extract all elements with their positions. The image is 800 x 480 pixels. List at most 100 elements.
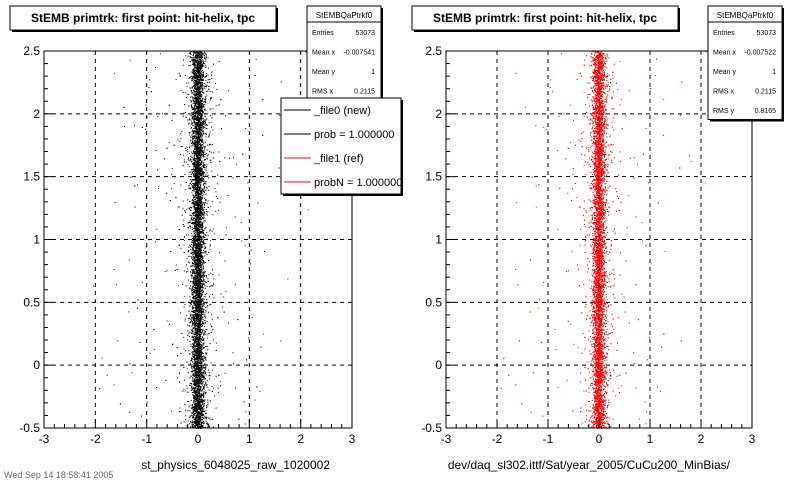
scatter-point xyxy=(193,53,195,55)
scatter-point xyxy=(187,158,189,160)
scatter-point xyxy=(240,222,242,224)
scatter-point xyxy=(194,380,196,382)
scatter-point xyxy=(193,333,195,335)
scatter-point xyxy=(193,421,195,423)
scatter-point xyxy=(202,371,204,373)
scatter-point xyxy=(201,309,202,311)
scatter-point xyxy=(211,78,213,79)
scatter-point xyxy=(213,387,214,389)
scatter-point xyxy=(203,394,205,396)
scatter-point xyxy=(193,60,195,62)
scatter-point xyxy=(194,109,196,111)
scatter-point xyxy=(191,308,193,310)
scatter-point xyxy=(199,304,201,306)
scatter-point xyxy=(202,331,203,333)
scatter-point xyxy=(198,116,200,118)
scatter-point xyxy=(186,268,188,270)
scatter-point xyxy=(158,185,160,187)
scatter-point xyxy=(174,270,176,271)
scatter-point xyxy=(201,404,203,406)
scatter-point xyxy=(191,136,193,138)
scatter-point xyxy=(190,420,191,422)
scatter-point xyxy=(191,252,193,254)
scatter-point xyxy=(224,115,226,117)
scatter-point xyxy=(203,352,205,354)
scatter-point xyxy=(198,329,200,330)
scatter-point xyxy=(196,223,198,225)
scatter-point xyxy=(198,175,200,177)
scatter-point xyxy=(187,324,188,326)
scatter-point xyxy=(209,131,211,133)
scatter-point xyxy=(199,248,200,250)
scatter-point xyxy=(194,219,196,221)
scatter-point xyxy=(199,365,201,367)
scatter-point xyxy=(190,288,192,290)
scatter-point xyxy=(199,263,201,265)
scatter-point xyxy=(182,64,184,66)
scatter-point xyxy=(196,106,198,108)
scatter-point xyxy=(199,139,201,141)
scatter-point xyxy=(192,321,193,322)
scatter-point xyxy=(197,381,199,383)
scatter-point xyxy=(206,144,208,146)
scatter-point xyxy=(190,96,192,98)
scatter-point xyxy=(200,225,202,227)
scatter-point xyxy=(200,388,202,390)
scatter-point xyxy=(207,211,209,213)
scatter-point xyxy=(161,113,163,114)
scatter-point xyxy=(199,72,201,74)
scatter-point xyxy=(202,404,204,406)
scatter-point xyxy=(199,201,201,203)
scatter-point xyxy=(187,410,189,412)
scatter-point xyxy=(205,353,207,355)
scatter-point xyxy=(209,304,211,306)
scatter-point xyxy=(199,200,201,202)
scatter-point xyxy=(154,241,156,243)
scatter-point xyxy=(196,419,198,421)
scatter-point xyxy=(202,131,204,133)
scatter-point xyxy=(198,412,200,414)
scatter-point xyxy=(194,410,196,412)
scatter-point xyxy=(202,83,204,85)
scatter-point xyxy=(198,220,199,222)
scatter-point xyxy=(192,99,194,101)
scatter-point xyxy=(202,416,204,418)
scatter-point xyxy=(197,124,199,126)
scatter-point xyxy=(195,86,197,88)
scatter-point xyxy=(129,363,131,365)
scatter-point xyxy=(197,313,199,315)
scatter-point xyxy=(203,387,205,388)
scatter-point xyxy=(192,219,194,221)
scatter-point xyxy=(201,317,203,319)
scatter-point xyxy=(203,98,205,100)
scatter-point xyxy=(232,352,234,354)
scatter-point xyxy=(197,165,199,167)
scatter-point xyxy=(187,339,189,341)
scatter-point xyxy=(193,52,195,54)
scatter-point xyxy=(192,415,194,417)
scatter-point xyxy=(193,69,195,71)
scatter-point xyxy=(205,153,207,154)
scatter-point xyxy=(202,133,204,135)
scatter-point xyxy=(198,137,200,139)
scatter-point xyxy=(197,292,199,294)
scatter-point xyxy=(196,72,198,74)
scatter-point xyxy=(206,149,208,151)
scatter-point xyxy=(196,367,198,369)
scatter-point xyxy=(191,106,193,108)
scatter-point xyxy=(200,151,201,153)
scatter-point xyxy=(194,51,195,53)
scatter-point xyxy=(194,336,196,338)
scatter-point xyxy=(201,346,203,348)
scatter-point xyxy=(198,280,200,282)
scatter-point xyxy=(205,134,207,135)
scatter-point xyxy=(206,422,207,424)
scatter-point xyxy=(185,415,187,417)
scatter-point xyxy=(194,121,196,123)
scatter-point xyxy=(198,71,200,72)
scatter-point xyxy=(234,284,236,286)
scatter-point xyxy=(194,310,196,312)
scatter-point xyxy=(197,75,199,77)
scatter-point xyxy=(194,56,196,58)
scatter-point xyxy=(197,92,199,94)
